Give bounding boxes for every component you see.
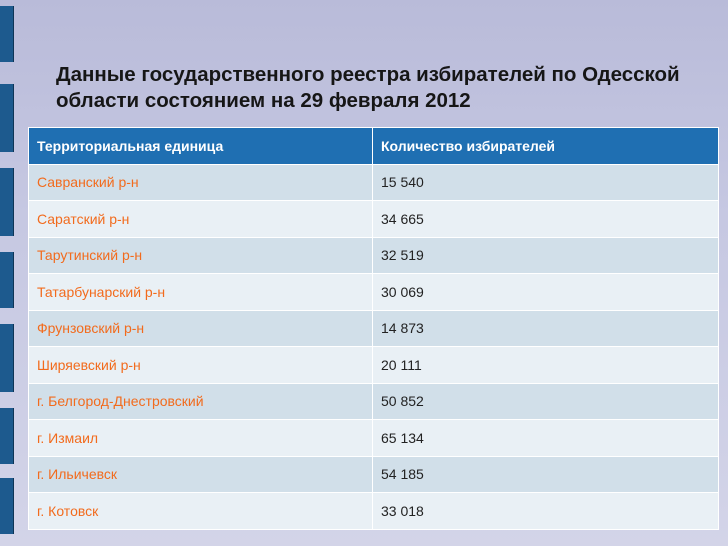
table-row: Татарбунарский р-н 30 069 (28, 273, 719, 311)
left-decor-bar (0, 408, 14, 464)
territorial-unit-cell: г. Измаил (28, 419, 373, 457)
territorial-unit-cell: г. Белгород-Днестровский (28, 382, 373, 420)
table-row: г. Измаил 65 134 (28, 419, 719, 457)
left-decor-bar (0, 478, 14, 534)
table-header-row: Территориальная единица Количество избир… (28, 127, 719, 165)
table-row: Фрунзовский р-н 14 873 (28, 309, 719, 347)
voter-count-cell: 30 069 (372, 273, 719, 311)
territorial-unit-cell: Ширяевский р-н (28, 346, 373, 384)
header-voter-count: Количество избирателей (372, 127, 719, 165)
voters-table-container: Территориальная единица Количество избир… (28, 127, 719, 530)
territorial-unit-cell: г. Ильичевск (28, 455, 373, 493)
slide-title: Данные государственного реестра избирате… (56, 63, 680, 112)
left-decor-bar (0, 84, 14, 152)
territorial-unit-cell: Тарутинский р-н (28, 236, 373, 274)
voter-count-cell: 54 185 (372, 455, 719, 493)
territorial-unit-cell: Савранский р-н (28, 163, 373, 201)
left-decor-bar (0, 6, 14, 62)
table-row: г. Белгород-Днестровский 50 852 (28, 382, 719, 420)
table-row: Ширяевский р-н 20 111 (28, 346, 719, 384)
voter-count-cell: 15 540 (372, 163, 719, 201)
left-decor-bar (0, 324, 14, 392)
header-territorial-unit: Территориальная единица (28, 127, 373, 165)
table-row: г. Ильичевск 54 185 (28, 455, 719, 493)
voter-count-cell: 34 665 (372, 200, 719, 238)
voter-count-cell: 33 018 (372, 492, 719, 530)
territorial-unit-cell: Татарбунарский р-н (28, 273, 373, 311)
table-row: Тарутинский р-н 32 519 (28, 236, 719, 274)
territorial-unit-cell: г. Котовск (28, 492, 373, 530)
left-decor-bar (0, 252, 14, 308)
table-row: г. Котовск 33 018 (28, 492, 719, 530)
table-row: Савранский р-н 15 540 (28, 163, 719, 201)
voter-count-cell: 20 111 (372, 346, 719, 384)
left-decor-bar (0, 168, 14, 236)
voter-count-cell: 32 519 (372, 236, 719, 274)
voters-table: Территориальная единица Количество избир… (28, 127, 719, 530)
territorial-unit-cell: Фрунзовский р-н (28, 309, 373, 347)
voter-count-cell: 65 134 (372, 419, 719, 457)
table-row: Саратский р-н 34 665 (28, 200, 719, 238)
territorial-unit-cell: Саратский р-н (28, 200, 373, 238)
voter-count-cell: 14 873 (372, 309, 719, 347)
voter-count-cell: 50 852 (372, 382, 719, 420)
